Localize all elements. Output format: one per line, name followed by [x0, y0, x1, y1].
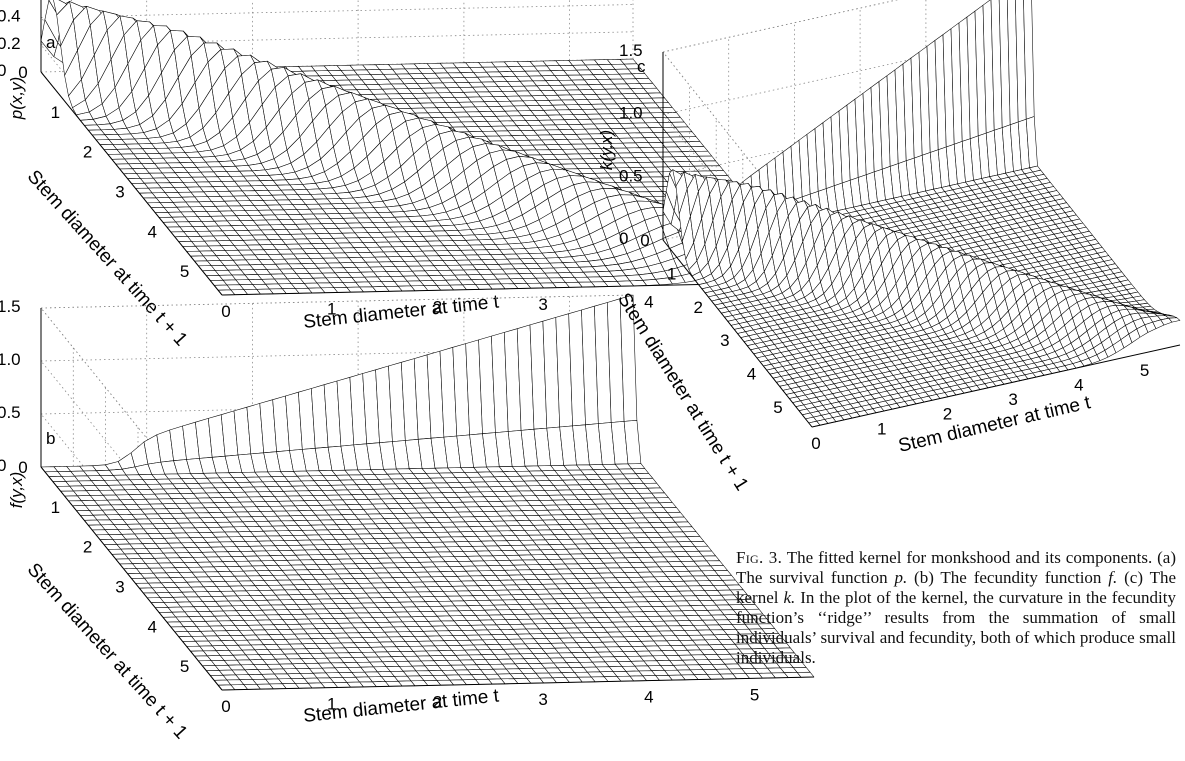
z-tick-label: 0.5 [0, 403, 21, 422]
panel-label: c [637, 57, 646, 76]
x-tick-label: 2 [433, 297, 442, 316]
caption-symbol-k: k. [783, 588, 796, 607]
x-axis-label: Stem diameter at time t [302, 291, 500, 332]
x-tick-label: 1 [877, 419, 886, 438]
y-tick-label: 3 [720, 331, 729, 350]
z-tick-label: 0.4 [0, 7, 21, 26]
x-tick-label: 0 [811, 434, 820, 453]
y-tick-label: 3 [115, 182, 124, 201]
y-tick-label: 4 [148, 222, 157, 241]
z-axis-label: p(x,y) [7, 77, 26, 121]
x-axis-line [221, 676, 815, 691]
y-tick-label: 4 [747, 365, 756, 384]
y-tick-label: 5 [180, 262, 189, 281]
y-tick-label: 1 [51, 103, 60, 122]
y-tick-label: 1 [51, 498, 60, 517]
y-axis-line [40, 466, 223, 691]
z-tick-label: 0 [0, 61, 6, 80]
x-tick-label: 3 [1008, 390, 1017, 409]
x-tick-label: 4 [1074, 375, 1083, 394]
surface-mesh [40, 294, 815, 691]
z-tick-label: 0.2 [0, 34, 21, 53]
caption-label: Fig. 3. [736, 548, 783, 567]
y-tick-label: 2 [693, 298, 702, 317]
z-tick-label: 1.0 [0, 350, 21, 369]
z-tick-label: 0 [619, 229, 628, 248]
x-tick-label: 3 [538, 295, 547, 314]
surface-mesh [662, 0, 1181, 428]
x-tick-label: 3 [538, 690, 547, 709]
x-tick-label: 4 [644, 688, 653, 707]
y-tick-label: 4 [148, 617, 157, 636]
axes [40, 308, 815, 691]
z-axis-label: f(y,x) [7, 472, 26, 509]
panel-label: b [46, 429, 55, 448]
y-tick-label: 0 [640, 231, 649, 250]
x-tick-label: 2 [943, 405, 952, 424]
x-tick-label: 4 [644, 293, 653, 312]
caption-text-3: (c) The kernel [736, 568, 1176, 607]
figure-caption: Fig. 3. The fitted kernel for monkshood … [736, 548, 1176, 668]
z-tick-label: 1.5 [0, 297, 21, 316]
x-tick-label: 5 [750, 685, 759, 704]
axes [662, 52, 1181, 428]
z-tick-label: 1.5 [619, 41, 643, 60]
z-axis-label: k(y,x) [597, 130, 616, 170]
y-tick-label: 1 [667, 264, 676, 283]
y-tick-label: 0 [18, 458, 27, 477]
x-tick-label: 2 [433, 692, 442, 711]
x-tick-label: 1 [327, 695, 336, 714]
caption-text-2: (b) The fecundity function [907, 568, 1109, 587]
x-axis-label: Stem diameter at time t [302, 685, 500, 726]
x-axis-line [811, 344, 1181, 428]
x-tick-label: 5 [1140, 361, 1149, 380]
x-tick-label: 0 [221, 697, 230, 716]
x-tick-label: 1 [327, 300, 336, 319]
y-axis-line [40, 71, 223, 296]
y-tick-label: 2 [83, 538, 92, 557]
y-axis-line [662, 239, 813, 428]
y-tick-label: 5 [773, 398, 782, 417]
caption-text-1: The fitted kernel for monkshood and its … [736, 548, 1177, 587]
panel-label: a [46, 33, 56, 52]
z-tick-label: 0 [0, 456, 6, 475]
y-tick-label: 5 [180, 657, 189, 676]
caption-text-4: In the plot of the kernel, the curvature… [736, 588, 1176, 667]
z-tick-label: 1.0 [619, 104, 643, 123]
y-tick-label: 0 [18, 63, 27, 82]
z-tick-label: 0.5 [619, 166, 643, 185]
x-tick-label: 0 [221, 302, 230, 321]
y-tick-label: 3 [115, 577, 124, 596]
caption-symbol-p: p. [894, 568, 908, 587]
surface-mesh [40, 0, 815, 296]
caption-symbol-f: f. [1108, 568, 1118, 587]
y-tick-label: 2 [83, 143, 92, 162]
